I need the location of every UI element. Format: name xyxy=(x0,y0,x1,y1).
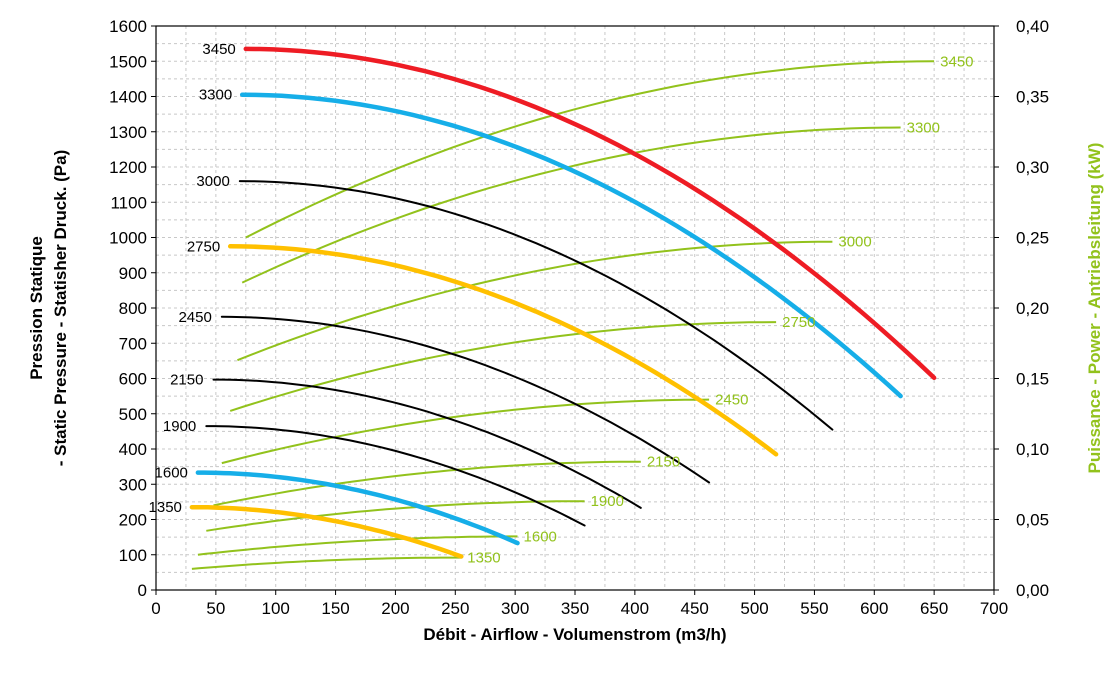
power-curve-2750 xyxy=(229,321,777,412)
x-tick-label: 650 xyxy=(920,599,948,618)
series xyxy=(189,46,937,570)
y-tick-label: 1600 xyxy=(109,17,147,36)
power-curve-3000 xyxy=(237,240,833,362)
pressure-curve-2750 xyxy=(227,244,779,457)
pressure-curve-3450 xyxy=(243,46,937,381)
pressure-curve-1900 xyxy=(205,425,586,527)
y2-tick-label: 0,35 xyxy=(1016,88,1049,107)
y2-tick-label: 0,40 xyxy=(1016,17,1049,36)
y-tick-label: 200 xyxy=(119,511,147,530)
y-tick-label: 1400 xyxy=(109,88,147,107)
axis-ticks: 0 50 100 150 200 250 300 350 400 450 500 550 600 650 7… xyxy=(109,17,1049,618)
power-curve-label-2750: 2750 xyxy=(782,314,815,331)
y-tick-label: 1000 xyxy=(109,229,147,248)
x-tick-label: 600 xyxy=(860,599,888,618)
power-curve-label-3450: 3450 xyxy=(940,53,973,70)
x-tick-label: 350 xyxy=(561,599,589,618)
y-tick-label: 1300 xyxy=(109,123,147,142)
x-tick-label: 450 xyxy=(681,599,709,618)
power-curve-1900 xyxy=(206,500,585,532)
y-tick-label: 1100 xyxy=(110,193,147,212)
y-tick-label: 0 xyxy=(138,581,147,600)
power-curve-3450 xyxy=(245,60,935,239)
curve-labels: 3450 3300 3000 2750 2450 2150 1900 1600 1350 3450… xyxy=(149,41,974,567)
power-curve-label-2150: 2150 xyxy=(647,454,680,471)
x-tick-label: 50 xyxy=(206,599,225,618)
power-curve-1600 xyxy=(197,535,518,556)
power-curve-label-3000: 3000 xyxy=(838,234,871,251)
y-tick-label: 600 xyxy=(119,370,147,389)
power-curve-3300 xyxy=(241,126,901,284)
y-tick-label: 1200 xyxy=(109,158,147,177)
y2-tick-label: 0,30 xyxy=(1016,158,1049,177)
pressure-curve-label-2450: 2450 xyxy=(178,309,211,326)
y-tick-label: 700 xyxy=(119,334,147,353)
y2-tick-label: 0,25 xyxy=(1016,229,1049,248)
pressure-curve-1600 xyxy=(195,470,520,546)
x-tick-label: 100 xyxy=(262,599,290,618)
y2-tick-label: 0,15 xyxy=(1016,370,1049,389)
pressure-curve-label-1600: 1600 xyxy=(155,465,188,482)
y2-tick-label: 0,10 xyxy=(1016,440,1049,459)
y-tick-label: 500 xyxy=(119,405,147,424)
y-axis-title-line1: Pression Statique xyxy=(27,236,46,380)
pressure-curve-3300 xyxy=(239,92,903,399)
x-tick-label: 250 xyxy=(441,599,469,618)
power-curve-2150 xyxy=(213,460,641,507)
y-axis-title-line2: - Static Pressure - Statisher Druck. (Pa… xyxy=(51,150,70,467)
y2-tick-label: 0,00 xyxy=(1016,581,1049,600)
power-curve-1350 xyxy=(191,556,462,570)
pressure-curve-label-3300: 3300 xyxy=(199,87,232,104)
power-curve-label-1600: 1600 xyxy=(524,528,557,545)
y-tick-label: 1500 xyxy=(109,52,147,71)
pressure-curve-2150 xyxy=(212,378,642,509)
y2-axis-title: Puissance - Power - Antriebsleitung (kW) xyxy=(1085,143,1104,474)
pressure-curve-2450 xyxy=(220,315,711,484)
power-curve-label-1900: 1900 xyxy=(591,493,624,510)
power-curve-label-2450: 2450 xyxy=(715,392,748,409)
x-tick-label: 300 xyxy=(501,599,529,618)
x-tick-label: 0 xyxy=(151,599,160,618)
pressure-curve-label-2750: 2750 xyxy=(187,238,220,255)
pressure-curve-label-1900: 1900 xyxy=(163,418,196,435)
y2-tick-label: 0,20 xyxy=(1016,299,1049,318)
y-tick-label: 100 xyxy=(119,546,147,565)
x-tick-label: 400 xyxy=(621,599,649,618)
x-tick-label: 700 xyxy=(980,599,1008,618)
pressure-curve-label-1350: 1350 xyxy=(149,499,182,516)
x-axis-title: Débit - Airflow - Volumenstrom (m3/h) xyxy=(423,625,726,644)
x-tick-label: 500 xyxy=(740,599,768,618)
x-tick-label: 200 xyxy=(381,599,409,618)
pressure-curve-3000 xyxy=(238,180,834,431)
x-tick-label: 150 xyxy=(321,599,349,618)
y2-tick-label: 0,05 xyxy=(1016,511,1049,530)
pressure-curve-label-3450: 3450 xyxy=(202,41,235,58)
y-tick-label: 800 xyxy=(119,299,147,318)
y-tick-label: 900 xyxy=(119,264,147,283)
power-curve-2450 xyxy=(221,398,710,465)
y-tick-label: 400 xyxy=(119,440,147,459)
x-tick-label: 550 xyxy=(800,599,828,618)
grid xyxy=(156,26,994,590)
power-curve-label-3300: 3300 xyxy=(907,120,940,137)
y-tick-label: 300 xyxy=(119,475,147,494)
pressure-curve-label-2150: 2150 xyxy=(170,372,203,389)
power-curve-label-1350: 1350 xyxy=(467,550,500,567)
pressure-curve-1350 xyxy=(189,504,464,559)
pressure-curve-label-3000: 3000 xyxy=(196,173,229,190)
